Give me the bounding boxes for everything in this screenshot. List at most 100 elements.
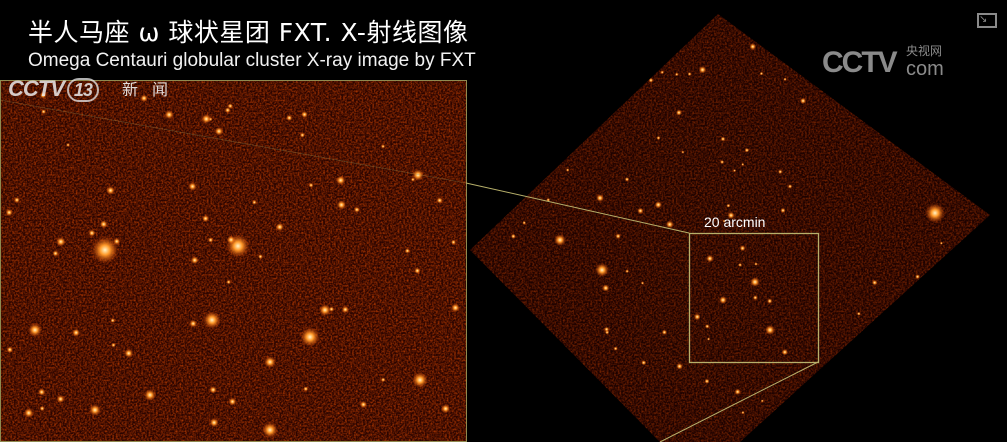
xray-source	[264, 356, 276, 368]
xray-source	[37, 388, 46, 396]
xray-source	[706, 254, 714, 263]
xray-source	[856, 311, 861, 316]
xray-source	[625, 269, 629, 274]
xray-source	[787, 184, 793, 189]
xray-source	[780, 207, 786, 214]
xray-source	[760, 399, 764, 403]
xray-source	[99, 220, 108, 229]
xray-source	[754, 262, 758, 266]
xray-source	[602, 284, 610, 292]
xray-source	[262, 422, 278, 438]
xray-source	[56, 395, 65, 404]
xray-source	[781, 348, 789, 356]
cctv-com-logo-cn: 央视网	[906, 44, 943, 58]
xray-source	[203, 311, 221, 329]
caption-title-en: Omega Centauri globular cluster X-ray im…	[28, 50, 476, 71]
exit-fullscreen-icon[interactable]: ↘	[977, 13, 997, 28]
xray-source	[319, 304, 331, 316]
xray-source	[925, 203, 945, 223]
xray-source	[13, 196, 21, 204]
xray-source	[799, 97, 807, 105]
xray-source	[359, 400, 368, 409]
xray-source	[257, 254, 263, 260]
xray-source	[404, 248, 411, 254]
xray-source	[624, 176, 630, 182]
xray-source	[733, 169, 737, 173]
xray-source	[6, 346, 14, 354]
xray-source	[749, 43, 757, 51]
xray-source	[665, 220, 674, 229]
xray-source	[640, 281, 645, 285]
xray-source	[286, 114, 293, 122]
xray-source	[722, 219, 726, 223]
xray-source	[765, 325, 775, 335]
xray-source	[89, 404, 101, 416]
xray-source	[209, 417, 219, 428]
xray-source	[656, 135, 661, 141]
xray-source	[251, 199, 257, 205]
connector-line-faint	[0, 99, 467, 184]
xray-source	[111, 342, 116, 348]
xray-source	[88, 229, 96, 237]
xray-source	[615, 233, 621, 240]
xray-source	[441, 404, 451, 414]
xray-source	[759, 71, 764, 76]
xray-source	[300, 327, 320, 347]
xray-source	[939, 241, 943, 245]
xray-source	[693, 313, 701, 321]
xray-source	[871, 279, 878, 286]
xray-source	[140, 94, 148, 103]
xray-source	[28, 323, 42, 337]
xray-source	[641, 360, 647, 366]
xray-source	[596, 194, 604, 202]
xray-source	[335, 175, 346, 186]
xray-source	[436, 197, 443, 204]
xray-source	[739, 245, 746, 252]
xray-source	[661, 329, 668, 335]
xray-source	[110, 318, 116, 323]
xray-source	[450, 303, 460, 313]
xray-source	[308, 182, 314, 188]
xray-source	[164, 110, 174, 120]
xray-source	[412, 372, 428, 388]
xray-source	[741, 162, 745, 166]
xray-source	[52, 250, 59, 257]
xray-source	[738, 262, 743, 267]
xray-source	[787, 402, 799, 414]
xray-source	[144, 389, 156, 401]
xray-source	[706, 337, 711, 341]
xray-source	[380, 377, 386, 383]
xray-source	[675, 109, 683, 116]
cctv13-logo: CCTV 13	[8, 76, 99, 102]
xray-source	[380, 144, 386, 149]
xray-source	[450, 239, 457, 245]
xray-source	[224, 107, 231, 114]
xray-source	[654, 201, 663, 209]
xray-source	[39, 405, 45, 412]
xray-source	[341, 305, 349, 314]
xray-source	[189, 319, 198, 328]
xray-source	[41, 109, 47, 115]
xray-source	[750, 277, 760, 287]
xray-source	[554, 234, 566, 246]
xray-source	[300, 111, 308, 118]
xray-source	[595, 263, 609, 277]
cctv13-logo-sub: 新闻	[122, 80, 183, 99]
xray-source	[55, 236, 66, 247]
xray-source	[299, 132, 306, 138]
zoom-region-box	[688, 232, 820, 364]
xray-source	[328, 306, 335, 312]
xray-source	[522, 220, 527, 225]
xray-source	[201, 214, 210, 223]
xray-source	[752, 295, 758, 301]
xray-source	[727, 211, 735, 220]
xray-source	[39, 91, 47, 99]
xray-source	[674, 72, 679, 77]
caption-title-cn: 半人马座 ω 球状星团 FXT. X-射线图像	[28, 18, 469, 47]
xray-source	[734, 388, 741, 396]
xray-source	[720, 159, 725, 165]
xray-source	[741, 410, 745, 415]
cctv13-logo-text: CCTV	[8, 76, 65, 101]
xray-source	[726, 203, 731, 208]
